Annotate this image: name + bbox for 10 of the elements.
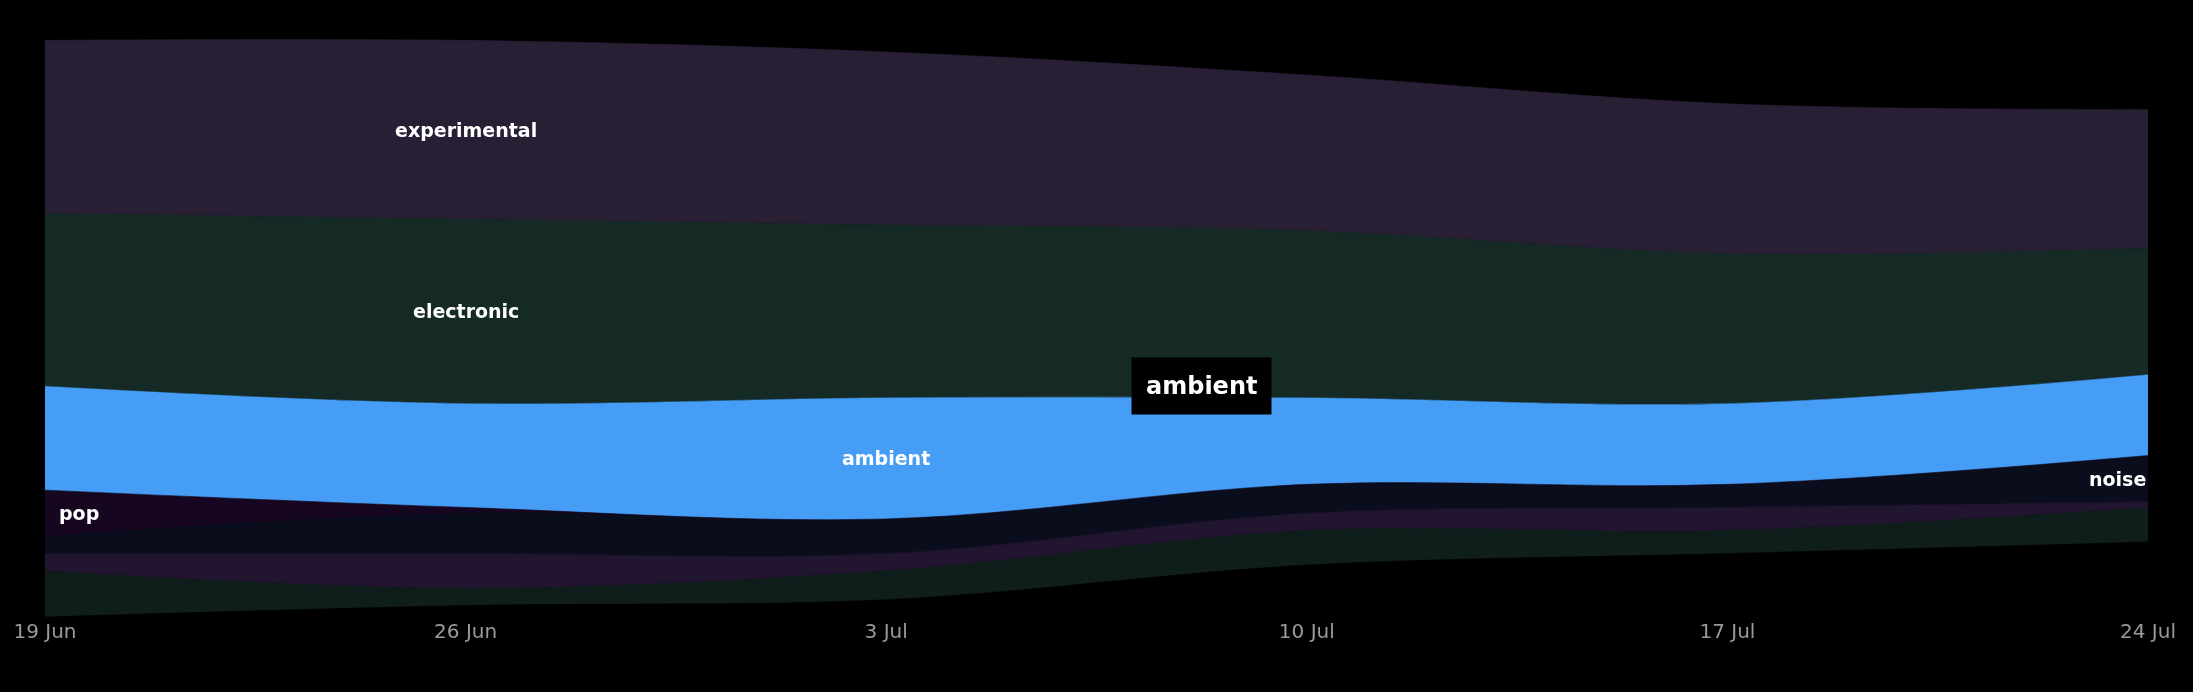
x-tick-label: 17 Jul — [1699, 619, 1756, 643]
x-tick-label: 3 Jul — [864, 619, 908, 643]
x-tick-label: 10 Jul — [1278, 619, 1335, 643]
annotation: ambient — [842, 447, 931, 469]
series-label: pop — [59, 502, 100, 524]
series-label: experimental — [395, 119, 538, 141]
series-label: noise — [2089, 468, 2147, 490]
x-tick-label: 24 Jul — [2120, 619, 2176, 643]
x-tick-label: 26 Jun — [434, 619, 498, 643]
x-tick-label: 19 Jun — [13, 619, 77, 643]
